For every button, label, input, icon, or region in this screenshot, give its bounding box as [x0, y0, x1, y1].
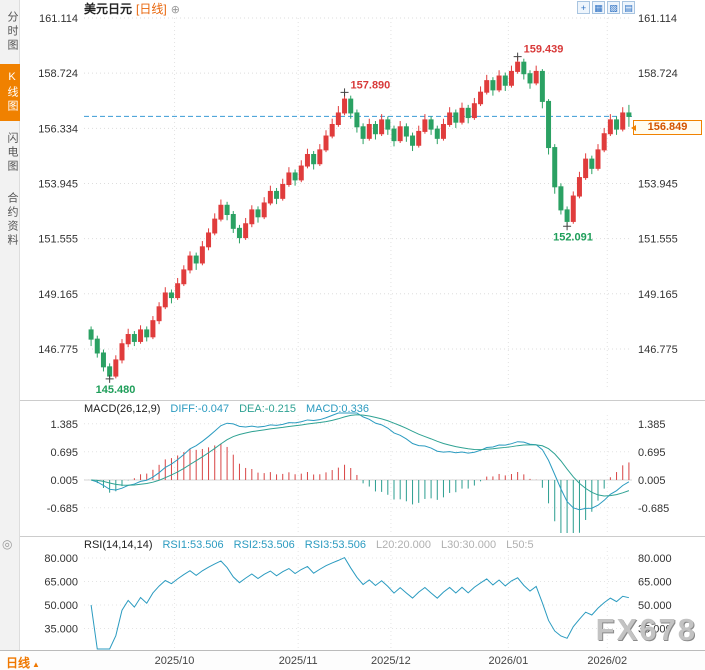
svg-text:0.005: 0.005: [50, 475, 78, 487]
svg-text:0.005: 0.005: [638, 475, 666, 487]
candles-layer: [88, 56, 632, 379]
chart-area: 美元日元 [日线] ⊕ + ▦ ▧ ▤ 161.114 161.114 158.724 158.…: [20, 0, 705, 650]
svg-text:149.165: 149.165: [638, 289, 678, 301]
period-selector-label: 日线: [6, 656, 31, 670]
svg-text:146.775: 146.775: [638, 344, 678, 356]
add-indicator-icon[interactable]: ⊕: [170, 4, 180, 16]
svg-text:65.000: 65.000: [638, 576, 672, 588]
svg-text:-0.685: -0.685: [638, 503, 669, 515]
indicator-panel-icon[interactable]: ▦: [592, 1, 605, 14]
date-label: 2026/02: [587, 655, 628, 667]
svg-text:153.945: 153.945: [638, 178, 678, 190]
svg-text:146.775: 146.775: [38, 344, 78, 356]
candlestick-panel: 161.114161.114158.724158.724156.334156.3…: [20, 12, 705, 400]
svg-text:35.000: 35.000: [638, 624, 672, 636]
svg-text:80.000: 80.000: [44, 553, 78, 565]
date-label: 2025/11: [278, 655, 318, 667]
svg-text:1.385: 1.385: [50, 419, 78, 431]
period-selector-button[interactable]: 日线 ▲: [6, 654, 40, 670]
svg-text:157.890: 157.890: [351, 79, 391, 91]
svg-text:65.000: 65.000: [44, 576, 78, 588]
macd-grid: 1.385 1.385 0.695 0.695 0.005 0.005 -0.685 -0.6…: [47, 415, 669, 533]
svg-text:156.334: 156.334: [38, 123, 78, 135]
svg-text:152.091: 152.091: [553, 231, 593, 243]
svg-text:80.000: 80.000: [638, 553, 672, 565]
svg-text:161.114: 161.114: [39, 13, 78, 25]
sidebar: 分时图 K线图闪电图合约资料: [0, 0, 20, 650]
date-label: 2025/10: [154, 655, 195, 667]
svg-text:153.945: 153.945: [38, 178, 78, 190]
sidebar-tab-contract-info[interactable]: 合约资料: [6, 192, 18, 248]
rsi-line: [90, 556, 630, 650]
chevron-up-icon: ▲: [32, 660, 40, 669]
sidebar-tab-lightning-chart[interactable]: 闪电图: [6, 132, 18, 174]
sidebar-tab-timeline-chart[interactable]: 分时图: [6, 11, 18, 53]
watermark: FX678: [595, 612, 697, 647]
candlestick-chart[interactable]: 161.114161.114158.724158.724156.334156.3…: [20, 12, 705, 400]
sidebar-tab-kline-chart[interactable]: K线图: [0, 64, 20, 121]
svg-text:50.000: 50.000: [44, 600, 78, 612]
macd-panel: MACD(26,12,9) DIFF:-0.047 DEA:-0.215 MACD:0…: [20, 400, 705, 536]
macd-dea-line: [91, 414, 630, 497]
period-label: [日线]: [136, 2, 167, 16]
symbol-title: 美元日元: [84, 2, 133, 16]
svg-text:1.385: 1.385: [638, 419, 666, 431]
date-label: 2026/01: [488, 655, 529, 667]
svg-text:158.724: 158.724: [638, 68, 678, 80]
crosshair-icon[interactable]: +: [577, 1, 590, 14]
rsi-grid: 80.000 80.000 65.000 65.000 50.000 50.000 35.0…: [44, 547, 672, 649]
price-grid: 161.114161.114158.724158.724156.334156.3…: [38, 13, 678, 388]
chart-toolbar: + ▦ ▧ ▤: [575, 1, 635, 14]
svg-text:35.000: 35.000: [44, 624, 78, 636]
svg-text:161.114: 161.114: [638, 13, 677, 25]
macd-chart[interactable]: 1.385 1.385 0.695 0.695 0.005 0.005 -0.685 -0.6…: [20, 401, 705, 537]
svg-text:158.724: 158.724: [38, 68, 78, 80]
price-annotations: 157.890 159.439 152.091 145.480: [96, 44, 593, 396]
chart-header: 美元日元 [日线] ⊕ + ▦ ▧ ▤: [20, 0, 705, 16]
svg-text:149.165: 149.165: [38, 289, 78, 301]
svg-text:-0.685: -0.685: [47, 503, 78, 515]
svg-text:50.000: 50.000: [638, 600, 672, 612]
current-price-tag: 156.849: [631, 120, 702, 136]
svg-text:151.555: 151.555: [38, 234, 78, 246]
svg-text:145.480: 145.480: [96, 384, 136, 396]
svg-text:151.555: 151.555: [638, 234, 678, 246]
svg-text:0.695: 0.695: [50, 447, 78, 459]
bottom-bar: 日线 ▲ 2025/10 2025/11 2025/12 2026/01 2026/02: [0, 650, 705, 670]
svg-text:159.439: 159.439: [524, 44, 564, 56]
svg-text:0.695: 0.695: [638, 447, 666, 459]
zoom-icon[interactable]: ▧: [607, 1, 620, 14]
rsi-settings-icon[interactable]: ◎: [2, 537, 13, 551]
date-label: 2025/12: [371, 655, 411, 667]
rsi-panel: RSI(14,14,14) RSI1:53.506 RSI2:53.506 RSI3:…: [20, 536, 705, 650]
rsi-chart[interactable]: 80.000 80.000 65.000 65.000 50.000 50.000 35.0…: [20, 537, 705, 651]
fullscreen-icon[interactable]: ▤: [622, 1, 635, 14]
macd-histogram: [96, 443, 630, 533]
